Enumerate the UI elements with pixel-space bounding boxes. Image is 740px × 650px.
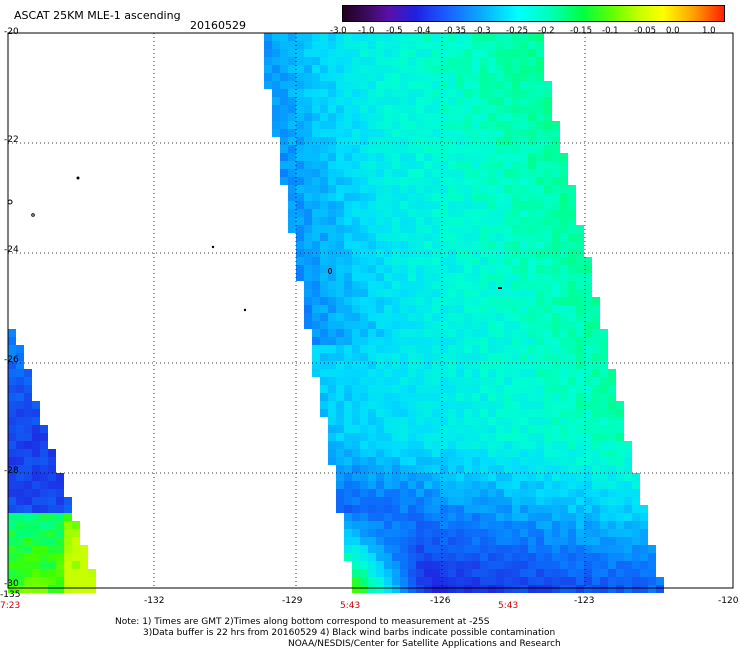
note-line: 3)Data buffer is 22 hrs from 20160529 4)… — [143, 628, 556, 638]
lat-label: -20 — [4, 27, 19, 37]
island-marker — [211, 245, 215, 249]
pass-time: 5:43 — [498, 601, 519, 611]
island-marker — [498, 287, 502, 289]
product-date: 20160529 — [190, 19, 246, 32]
colorbar-label: 1.0 — [702, 26, 716, 36]
colorbar-label: -0.35 — [444, 26, 466, 36]
island-marker — [31, 213, 35, 217]
island-outlines — [7, 176, 502, 312]
island-marker — [243, 308, 247, 312]
pass-time: 5:43 — [340, 601, 361, 611]
colorbar — [342, 5, 725, 22]
lat-label: -26 — [4, 355, 19, 365]
island-marker — [76, 176, 80, 180]
lon-label: -126 — [430, 596, 451, 606]
colorbar-label: -3.0 — [330, 26, 347, 36]
lon-label: -123 — [574, 596, 595, 606]
lat-label: -30 — [4, 579, 19, 589]
lon-label: -135 — [0, 590, 21, 600]
lon-label: -129 — [282, 596, 303, 606]
colorbar-labels: -3.0 -1.0 -0.5 -0.4 -0.35 -0.3 -0.25 -0.2 -0.15-… — [330, 26, 730, 36]
lon-label: -120 — [718, 596, 739, 606]
colorbar-label: -0.3 — [474, 26, 491, 36]
lat-label: -28 — [4, 466, 19, 476]
colorbar-label: -0.05 — [634, 26, 656, 36]
colorbar-label: -0.1 — [602, 26, 619, 36]
colorbar-label: -0.4 — [414, 26, 431, 36]
pass-time: 7:23 — [0, 601, 21, 611]
note-line: Note: 1) Times are GMT 2)Times along bot… — [115, 617, 490, 627]
lat-label: -24 — [4, 245, 19, 255]
note-line: NOAA/NESDIS/Center for Satellite Applica… — [288, 639, 561, 649]
lat-label: -22 — [4, 135, 19, 145]
colorbar-label: -0.2 — [538, 26, 555, 36]
island-marker — [328, 268, 332, 274]
plot-frame — [7, 32, 734, 589]
colorbar-label: -1.0 — [358, 26, 375, 36]
colorbar-label: -0.15 — [570, 26, 592, 36]
product-title: ASCAT 25KM MLE-1 ascending — [14, 9, 181, 22]
data-swaths — [8, 33, 664, 593]
lon-label: -132 — [144, 596, 165, 606]
colorbar-label: 0.0 — [666, 26, 680, 36]
island-marker — [7, 199, 13, 205]
colorbar-label: -0.25 — [506, 26, 528, 36]
colorbar-label: -0.5 — [386, 26, 403, 36]
